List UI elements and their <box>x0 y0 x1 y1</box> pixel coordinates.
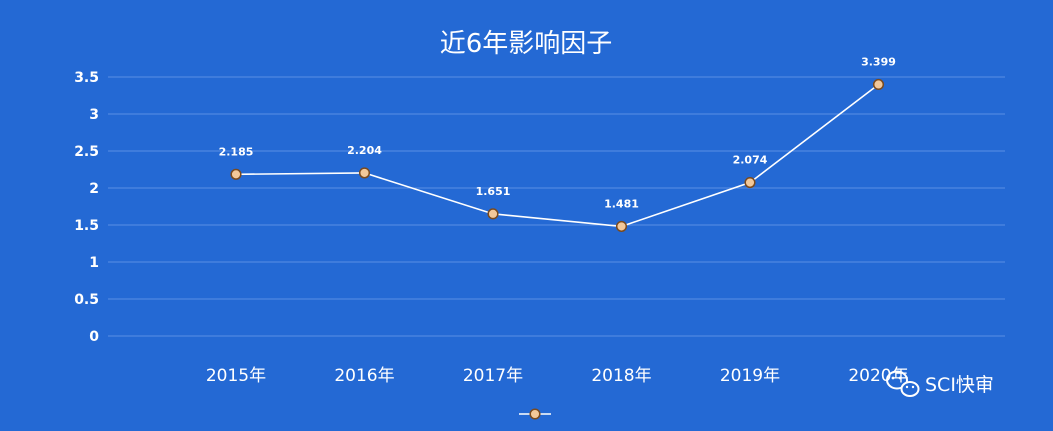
series <box>230 78 885 232</box>
data-point <box>615 220 628 232</box>
y-tick-label: 1.5 <box>74 218 99 234</box>
data-label: 3.399 <box>861 55 896 68</box>
data-label: 1.651 <box>476 185 511 198</box>
data-point <box>487 208 499 220</box>
x-tick-label: 2015年 <box>206 366 266 386</box>
series-line <box>235 83 879 228</box>
y-tick-label: 3.5 <box>74 70 99 86</box>
y-tick-label: 2 <box>89 181 99 197</box>
gridlines <box>108 76 1005 337</box>
data-label: 2.185 <box>219 145 254 158</box>
data-labels: 2.185 2.204 1.651 1.481 2.074 3.399 <box>219 55 896 210</box>
x-tick-label: 2016年 <box>334 366 394 386</box>
legend <box>519 408 551 420</box>
data-point <box>872 78 885 91</box>
data-label: 1.481 <box>604 197 639 210</box>
data-point <box>358 167 371 179</box>
x-tick-label: 2017年 <box>463 366 523 386</box>
wechat-icon <box>886 370 920 397</box>
y-tick-label: 0.5 <box>74 292 99 308</box>
x-tick-label: 2018年 <box>591 366 651 386</box>
watermark: SCI快审 <box>886 370 994 397</box>
watermark-text: SCI快审 <box>925 374 994 396</box>
chart-title: 近6年影响因子 <box>440 29 613 59</box>
x-axis: 2015年 2016年 2017年 2018年 2019年 2020年 <box>206 366 909 386</box>
legend-marker <box>529 408 541 420</box>
y-tick-label: 1 <box>89 255 99 271</box>
y-tick-label: 0 <box>89 329 99 345</box>
y-axis: 0 0.5 1 1.5 2 2.5 3 3.5 <box>74 70 99 345</box>
x-tick-label: 2019年 <box>720 366 780 386</box>
data-label: 2.204 <box>347 144 382 157</box>
y-tick-label: 2.5 <box>74 144 99 160</box>
x-tick-label: 2020年 <box>848 366 908 386</box>
data-point <box>744 176 756 189</box>
y-tick-label: 3 <box>89 107 99 123</box>
data-point <box>230 168 242 180</box>
data-label: 2.074 <box>733 154 768 167</box>
